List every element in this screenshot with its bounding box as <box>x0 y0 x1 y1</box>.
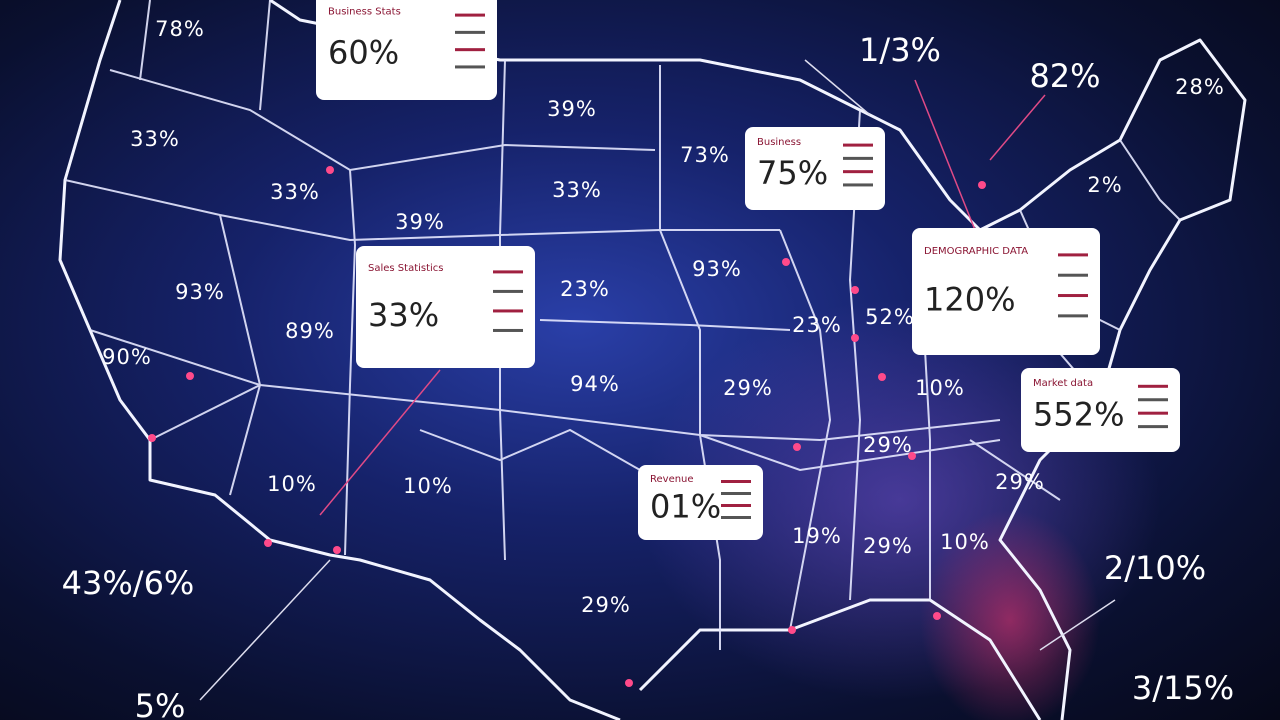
callout-detail <box>721 480 751 483</box>
map-label: 10% <box>403 474 453 498</box>
glow <box>920 510 1100 720</box>
map-label: 29% <box>863 433 913 457</box>
map-label: 89% <box>285 319 335 343</box>
callout-value: 33% <box>368 296 439 334</box>
callout-box <box>745 127 885 210</box>
callout-detail <box>843 156 873 160</box>
map-label: 29% <box>723 376 773 400</box>
us-outline <box>58 0 1247 720</box>
map-label: 2% <box>1087 173 1122 197</box>
callout-detail <box>721 504 751 507</box>
map-label: 39% <box>395 210 445 234</box>
map-label: 29% <box>581 593 631 617</box>
callout: Business 75% <box>745 127 885 210</box>
map-label: 33% <box>270 180 320 204</box>
callout-value: 552% <box>1033 396 1124 434</box>
map-label: 73% <box>680 143 730 167</box>
outer-label: 3/15% <box>1132 669 1234 707</box>
callout-box <box>638 465 763 540</box>
callout: Sales Statistics 33% <box>356 246 535 368</box>
map-label: 10% <box>940 530 990 554</box>
callout-title: Sales Statistics <box>368 263 444 274</box>
callout-detail <box>1058 314 1088 318</box>
pointer-lines <box>199 59 1116 701</box>
map-label: 33% <box>552 178 602 202</box>
callout-detail <box>1058 253 1088 257</box>
callout-detail <box>721 516 751 519</box>
callout-detail <box>493 309 523 313</box>
callout-box <box>912 228 1100 355</box>
map-label: 23% <box>560 277 610 301</box>
callout-value: 75% <box>757 154 828 192</box>
map-label: 10% <box>267 472 317 496</box>
callout-value: 01% <box>650 488 721 526</box>
callout: Market data 552% <box>1021 368 1180 452</box>
callout-value: 120% <box>924 281 1015 319</box>
outer-label: 43%/6% <box>62 564 195 602</box>
callout-detail <box>721 492 751 495</box>
callout-title: Revenue <box>650 474 694 485</box>
outer-label: 82% <box>1029 57 1100 95</box>
callout-detail <box>1138 398 1168 402</box>
map-label: 39% <box>547 97 597 121</box>
map-label: 29% <box>863 534 913 558</box>
outer-label: 2/10% <box>1104 549 1206 587</box>
callout-title: Market data <box>1033 378 1093 389</box>
callout: Business Stats 60% <box>316 0 497 100</box>
callout-detail <box>455 13 485 17</box>
callout-detail <box>455 48 485 52</box>
map-label: 93% <box>692 257 742 281</box>
callout-detail <box>1138 411 1168 415</box>
outer-label: 1/3% <box>859 31 941 69</box>
map-label: 19% <box>792 524 842 548</box>
callout-title: Business <box>757 137 801 148</box>
callout-detail <box>843 183 873 187</box>
callout-detail <box>455 65 485 69</box>
callout-box <box>356 246 535 368</box>
callout-detail <box>493 289 523 293</box>
callout-detail <box>455 30 485 34</box>
map-label: 28% <box>1175 75 1225 99</box>
markers <box>148 166 986 687</box>
outer-label: 5% <box>135 687 186 720</box>
callout-detail <box>1058 273 1088 277</box>
callout-detail <box>843 170 873 174</box>
callout-title: DEMOGRAPHIC DATA <box>924 246 1028 257</box>
callout: Revenue 01% <box>638 465 763 540</box>
callout-box <box>316 0 497 100</box>
map-label: 52% <box>865 305 915 329</box>
callout-detail <box>1138 384 1168 388</box>
map-label: 33% <box>130 127 180 151</box>
callout-detail <box>493 328 523 332</box>
map-label: 10% <box>915 376 965 400</box>
callout-title: Business Stats <box>328 6 401 17</box>
callout-detail <box>843 143 873 147</box>
map-label: 93% <box>175 280 225 304</box>
map-label: 94% <box>570 372 620 396</box>
map-label: 29% <box>995 470 1045 494</box>
callout-detail <box>1058 294 1088 298</box>
callout-value: 60% <box>328 34 399 72</box>
callout: DEMOGRAPHIC DATA 120% <box>912 228 1100 355</box>
map-label: 90% <box>102 345 152 369</box>
callout-detail <box>1138 425 1168 429</box>
map-label: 78% <box>155 17 205 41</box>
callout-detail <box>493 270 523 274</box>
map-label: 23% <box>792 313 842 337</box>
callout-box <box>1021 368 1180 452</box>
